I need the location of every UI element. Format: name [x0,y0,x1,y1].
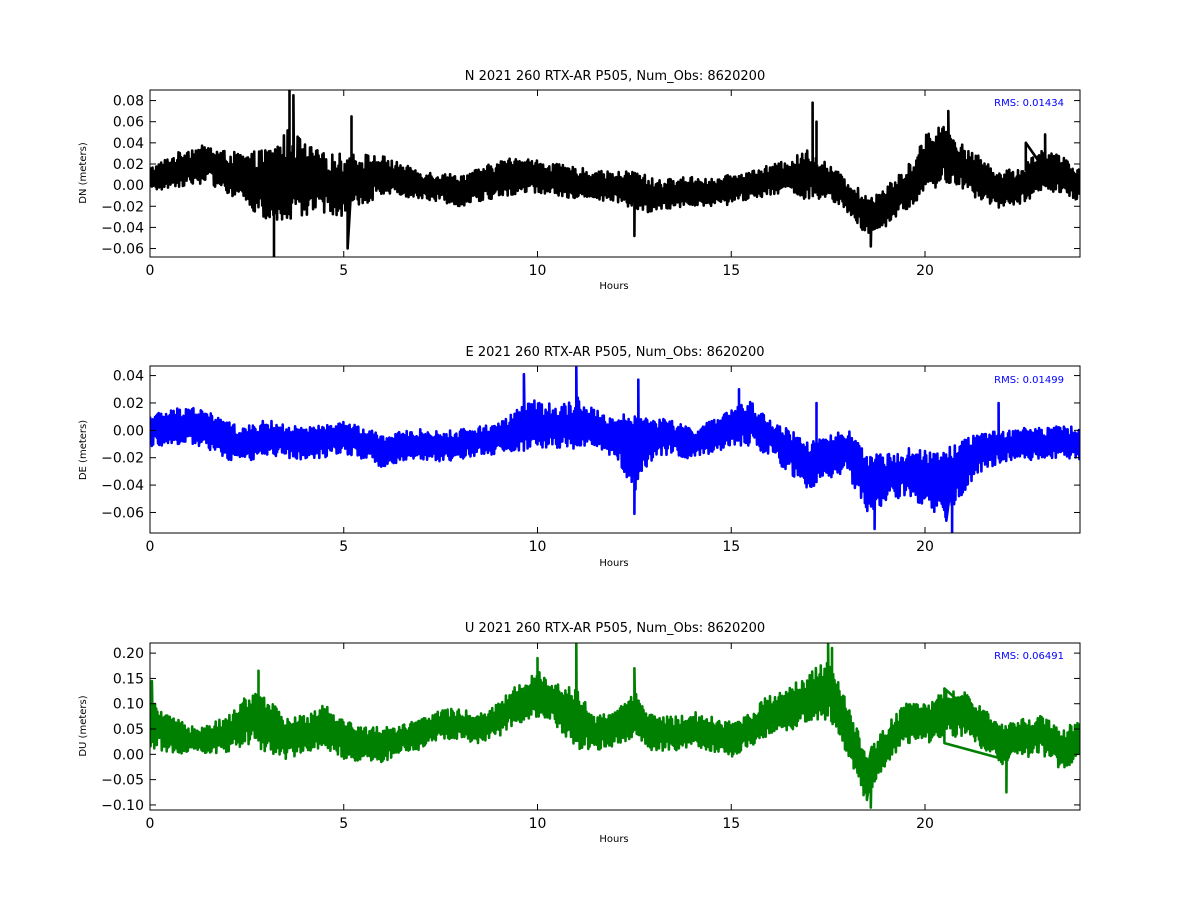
y-tick-label: −0.05 [101,773,144,789]
x-axis-label: Hours [599,281,628,292]
axes-frame [149,89,1081,258]
x-tick-label: 15 [722,816,740,832]
x-tick-label: 5 [339,539,348,555]
plot-area [150,90,1080,257]
y-ticks: −0.06 −0.04 −0.02 0.00 0.02 0.04 [101,369,1080,521]
x-tick-label: 15 [722,263,740,279]
y-tick-label: −0.04 [101,478,144,494]
y-axis-label: DU (meters) [78,695,89,756]
y-tick-label: 0.06 [113,115,144,131]
x-axis-label: Hours [599,558,628,569]
axes-frame [149,642,1081,811]
panel-title: N 2021 260 RTX-AR P505, Num_Obs: 8620200 [465,69,765,84]
y-tick-label: 0.02 [113,157,144,173]
series-line [150,90,1080,257]
x-ticks: 0 5 10 15 20 [146,90,934,279]
x-tick-label: 10 [529,263,547,279]
y-tick-label: −0.06 [101,505,144,521]
y-tick-label: 0.15 [113,671,144,687]
y-tick-label: −0.02 [101,451,144,467]
y-ticks: −0.06 −0.04 −0.02 0.00 0.02 0.04 0.06 0.08 [101,94,1080,258]
y-tick-label: −0.04 [101,220,144,236]
series-layer [150,90,1080,257]
x-ticks: 0 5 10 15 20 [146,366,934,555]
panel-up: U 2021 260 RTX-AR P505, Num_Obs: 8620200… [78,621,1081,845]
plot-area [150,643,1080,809]
y-tick-label: 0.05 [113,722,144,738]
panel-east: E 2021 260 RTX-AR P505, Num_Obs: 8620200… [78,345,1081,569]
y-axis-label: DE (meters) [78,420,89,480]
x-tick-label: 5 [339,263,348,279]
series-line [150,643,1080,809]
axes-frame [149,365,1081,534]
x-tick-label: 5 [339,816,348,832]
x-tick-label: 15 [722,539,740,555]
y-tick-label: −0.06 [101,242,144,258]
rms-annotation: RMS: 0.01499 [994,375,1064,386]
x-tick-label: 0 [146,816,155,832]
x-tick-label: 10 [529,816,547,832]
panel-title: U 2021 260 RTX-AR P505, Num_Obs: 8620200 [465,621,765,636]
y-tick-label: 0.08 [113,94,144,110]
series-line [150,366,1080,533]
y-axis-label: DN (meters) [78,142,89,204]
panel-title: E 2021 260 RTX-AR P505, Num_Obs: 8620200 [466,345,765,360]
series-layer [150,366,1080,533]
plot-area [150,366,1080,533]
rms-annotation: RMS: 0.01434 [994,98,1064,109]
x-tick-label: 20 [916,263,934,279]
rms-annotation: RMS: 0.06491 [994,651,1064,662]
x-tick-label: 20 [916,539,934,555]
y-tick-label: 0.04 [113,369,144,385]
x-tick-label: 20 [916,816,934,832]
y-tick-label: −0.10 [101,798,144,814]
x-ticks: 0 5 10 15 20 [146,643,934,832]
y-ticks: −0.10 −0.05 0.00 0.05 0.10 0.15 0.20 [101,646,1080,814]
y-tick-label: 0.02 [113,396,144,412]
series-layer [150,643,1080,809]
y-tick-label: 0.00 [113,423,144,439]
panel-north: N 2021 260 RTX-AR P505, Num_Obs: 8620200… [78,69,1081,292]
x-tick-label: 0 [146,263,155,279]
y-tick-label: 0.10 [113,697,144,713]
y-tick-label: −0.02 [101,199,144,215]
x-tick-label: 0 [146,539,155,555]
x-tick-label: 10 [529,539,547,555]
y-tick-label: 0.04 [113,136,144,152]
y-tick-label: 0.00 [113,747,144,763]
y-tick-label: 0.20 [113,646,144,662]
x-axis-label: Hours [599,834,628,845]
y-tick-label: 0.00 [113,178,144,194]
